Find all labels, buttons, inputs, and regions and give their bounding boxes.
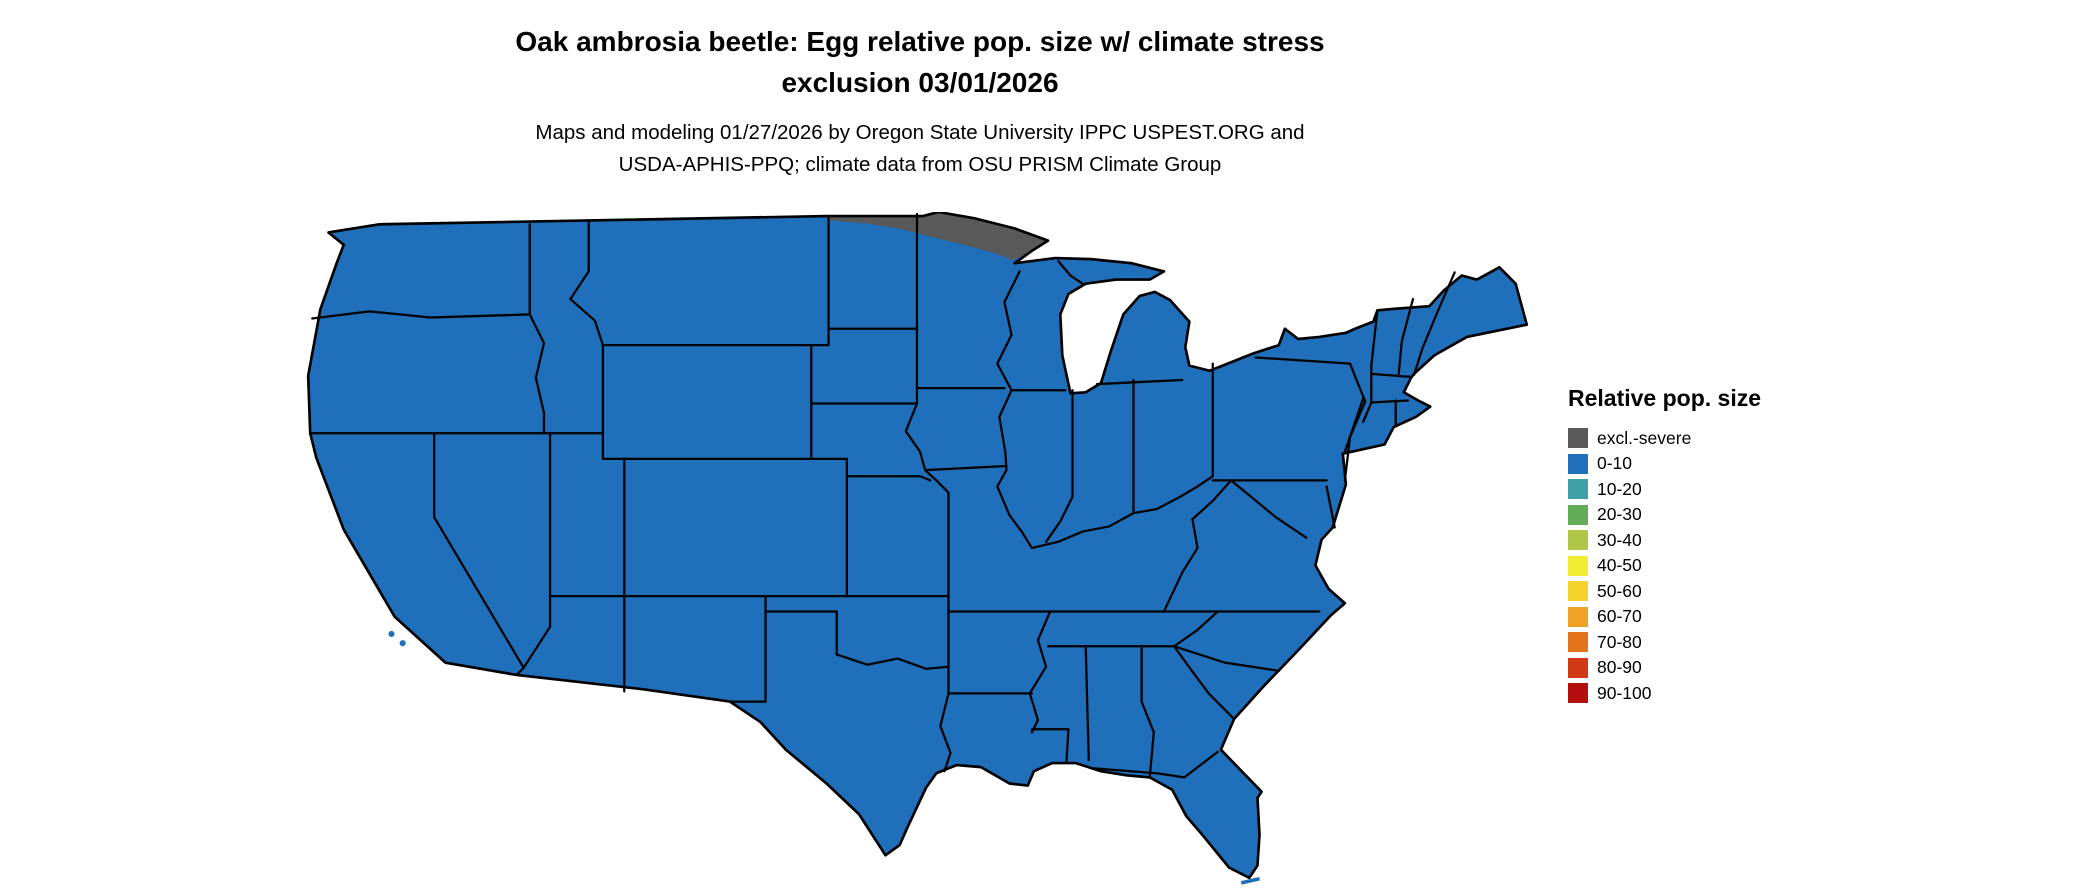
legend-swatch xyxy=(1568,453,1588,474)
legend-swatch xyxy=(1568,530,1588,550)
map-subtitle: Maps and modeling 01/27/2026 by Oregon S… xyxy=(0,117,1840,181)
legend-item: 20-30 xyxy=(1568,504,1761,525)
map-subtitle-line2: USDA-APHIS-PPQ; climate data from OSU PR… xyxy=(618,152,1222,176)
state-borders xyxy=(309,212,1456,779)
legend-item: 70-80 xyxy=(1568,632,1761,652)
legend-item: 50-60 xyxy=(1568,581,1761,601)
legend-item-label: 70-80 xyxy=(1597,631,1642,652)
legend-item: excl.-severe xyxy=(1568,428,1761,448)
header: Oak ambrosia beetle: Egg relative pop. s… xyxy=(0,22,1840,181)
legend-swatch xyxy=(1568,555,1588,576)
us-outline xyxy=(306,212,1529,880)
map-title: Oak ambrosia beetle: Egg relative pop. s… xyxy=(0,22,1840,103)
legend-item: 0-10 xyxy=(1568,453,1761,474)
legend-item: 90-100 xyxy=(1568,683,1761,703)
legend-title: Relative pop. size xyxy=(1568,385,1762,411)
legend-item: 30-40 xyxy=(1568,530,1761,550)
legend-item: 60-70 xyxy=(1568,606,1761,627)
legend-item-label: 40-50 xyxy=(1597,555,1642,575)
legend-item-label: 50-60 xyxy=(1597,580,1642,601)
legend-swatch xyxy=(1568,581,1588,601)
legend-item-label: 10-20 xyxy=(1597,478,1642,499)
legend-swatch xyxy=(1568,632,1588,652)
legend-item-label: 90-100 xyxy=(1597,682,1652,703)
legend-swatch xyxy=(1568,606,1588,627)
map-subtitle-line1: Maps and modeling 01/27/2026 by Oregon S… xyxy=(535,121,1305,145)
legend-item: 10-20 xyxy=(1568,479,1761,499)
legend-item-label: 60-70 xyxy=(1597,606,1642,626)
us-landmass xyxy=(308,212,1527,878)
legend-item-label: 0-10 xyxy=(1597,453,1633,473)
us-map-svg xyxy=(306,212,1529,885)
legend-items: excl.-severe 0-10 10-20 20-30 30-40 40-50 50-6… xyxy=(1568,428,1761,703)
legend-item: 40-50 xyxy=(1568,555,1761,576)
legend-swatch xyxy=(1568,504,1588,525)
legend-item: 80-90 xyxy=(1568,657,1761,678)
legend-item-label: excl.-severe xyxy=(1597,427,1692,448)
map-title-line2: exclusion 03/01/2026 xyxy=(781,66,1059,98)
legend-item-label: 80-90 xyxy=(1597,657,1642,677)
legend-item-label: 20-30 xyxy=(1597,504,1642,524)
legend-swatch xyxy=(1568,428,1588,448)
legend-swatch xyxy=(1568,479,1588,499)
us-choropleth-map xyxy=(298,212,1538,888)
legend: Relative pop. size excl.-severe 0-10 10-20… xyxy=(1568,385,1761,709)
legend-item-label: 30-40 xyxy=(1597,529,1642,550)
islands xyxy=(388,630,1260,885)
legend-swatch xyxy=(1568,683,1588,703)
map-title-line1: Oak ambrosia beetle: Egg relative pop. s… xyxy=(515,26,1325,57)
legend-swatch xyxy=(1568,657,1588,678)
